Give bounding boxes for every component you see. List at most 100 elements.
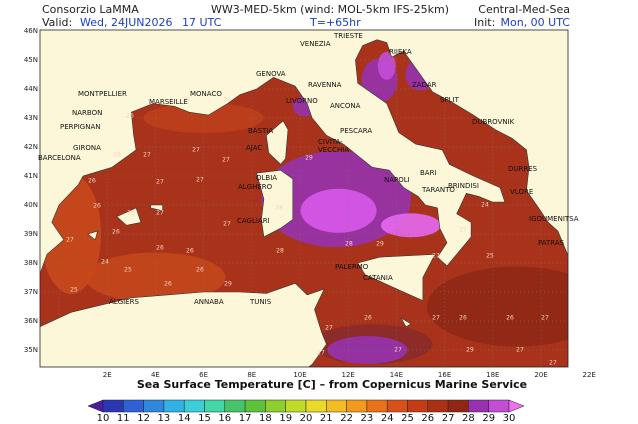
- colorbar-bin: [305, 399, 327, 413]
- sst-label: 27: [196, 177, 204, 184]
- colorbar-bin: [488, 399, 510, 413]
- sst-label: 27: [394, 347, 402, 354]
- sst-label: 27: [143, 152, 151, 159]
- colorbar-label: 14: [178, 413, 191, 424]
- sst-label: 27: [549, 360, 557, 367]
- city-label: BASTIA: [248, 127, 273, 135]
- colorbar-label: 24: [381, 413, 394, 424]
- sst-label: 27: [317, 350, 325, 357]
- sst-label: 28: [276, 248, 284, 255]
- city-label: GIRONA: [73, 144, 101, 152]
- colorbar-label: 19: [279, 413, 292, 424]
- city-label: LIVORNO: [286, 97, 318, 105]
- land: [256, 169, 294, 238]
- city-label: RIJEKA: [389, 48, 412, 56]
- city-label: BRINDISI: [448, 182, 479, 190]
- sst-label: 26: [182, 97, 190, 104]
- land: [400, 317, 412, 328]
- sst-label: 25: [486, 253, 494, 260]
- sst-label: 25: [70, 287, 78, 294]
- city-label: MONACO: [190, 90, 222, 98]
- sst-label: 26: [126, 113, 134, 120]
- sea-shade: [426, 266, 568, 347]
- lat-tick-label: 45N: [24, 56, 38, 64]
- land: [265, 120, 289, 165]
- city-label: NARBON: [72, 109, 102, 117]
- lon-tick-label: 14E: [390, 371, 403, 379]
- city-label: BARI: [420, 169, 437, 177]
- lat-tick-label: 44N: [24, 85, 38, 93]
- sst-label: 26: [506, 315, 514, 322]
- land: [116, 207, 142, 226]
- lat-tick-label: 41N: [24, 172, 38, 180]
- colorbar-bin: [468, 399, 489, 413]
- city-label: DUBROVNIK: [472, 118, 515, 126]
- colorbar-bin: [285, 399, 307, 413]
- sst-label: 26: [88, 178, 96, 185]
- colorbar-bin: [447, 399, 469, 413]
- sst-label: 27: [325, 325, 333, 332]
- colorbar-bin: [163, 399, 185, 413]
- city-label: MARSEILLE: [149, 98, 188, 106]
- sst-label: 29: [466, 347, 474, 354]
- city-label: OLBIA: [256, 174, 277, 182]
- colorbar-bin: [143, 399, 165, 413]
- colorbar-label: 18: [259, 413, 272, 424]
- land: [150, 204, 163, 212]
- sea-shade: [85, 252, 226, 303]
- sst-label: 27: [222, 157, 230, 164]
- city-label: TUNIS: [249, 298, 272, 306]
- city-label: CAGLIARI: [237, 217, 270, 225]
- sst-label: 27: [459, 227, 467, 234]
- city-label: CIVITA-: [318, 138, 343, 146]
- lon-tick-label: 18E: [486, 371, 499, 379]
- city-label: PERPIGNAN: [60, 123, 100, 131]
- sst-label: 29: [305, 155, 313, 162]
- lat-tick-label: 42N: [24, 143, 38, 151]
- lon-tick-label: 8E: [247, 371, 256, 379]
- sea-shade: [327, 336, 408, 364]
- lon-tick-label: 20E: [534, 371, 547, 379]
- city-label: ZADAR: [412, 81, 437, 89]
- colorbar-bin: [407, 399, 429, 413]
- lon-tick-label: 10E: [293, 371, 306, 379]
- lon-tick-label: 2E: [103, 371, 112, 379]
- lat-tick-label: 36N: [24, 317, 38, 325]
- colorbar-bin: [123, 399, 144, 413]
- map-frame: [39, 29, 569, 368]
- city-label: RAVENNA: [308, 81, 342, 89]
- lon-tick-label: 16E: [438, 371, 451, 379]
- lon-tick-label: 6E: [199, 371, 208, 379]
- sst-label: 27: [541, 315, 549, 322]
- city-label: DURRES: [508, 165, 538, 173]
- sst-label: 26: [196, 267, 204, 274]
- colorbar-label: 11: [117, 413, 130, 424]
- city-label: VECCHIA: [318, 146, 349, 154]
- city-label: AJAC: [246, 144, 262, 152]
- sst-label: 27: [223, 221, 231, 228]
- sst-label: 26: [127, 210, 135, 217]
- map-area: 26 26 26 26 27 27 27 26 27 27 26 26 27 27 26 26 26 27 28 29…: [40, 30, 568, 367]
- colorbar-label: 21: [320, 413, 333, 424]
- valid-hour: 17 UTC: [182, 16, 222, 29]
- city-label: PESCARA: [340, 127, 372, 135]
- colorbar-bin: [326, 399, 347, 413]
- sst-label: 26: [113, 152, 121, 159]
- colorbar-bin: [102, 399, 124, 413]
- sst-label: 27: [432, 315, 440, 322]
- city-label: PATRAS: [538, 239, 565, 247]
- city-label: MONTPELLIER: [78, 90, 127, 98]
- colorbar-bin: [244, 399, 266, 413]
- colorbar-label: 30: [503, 413, 516, 424]
- city-label: TRIESTE: [333, 32, 363, 40]
- sea-shade: [300, 188, 377, 233]
- sst-label: 27: [516, 347, 524, 354]
- city-label: ALGHERO: [238, 183, 273, 191]
- lon-tick-label: 12E: [342, 371, 355, 379]
- sea-shade: [377, 51, 396, 80]
- sst-label: 26: [93, 203, 101, 210]
- sst-label: 27: [192, 147, 200, 154]
- colorbar-label: 16: [218, 413, 231, 424]
